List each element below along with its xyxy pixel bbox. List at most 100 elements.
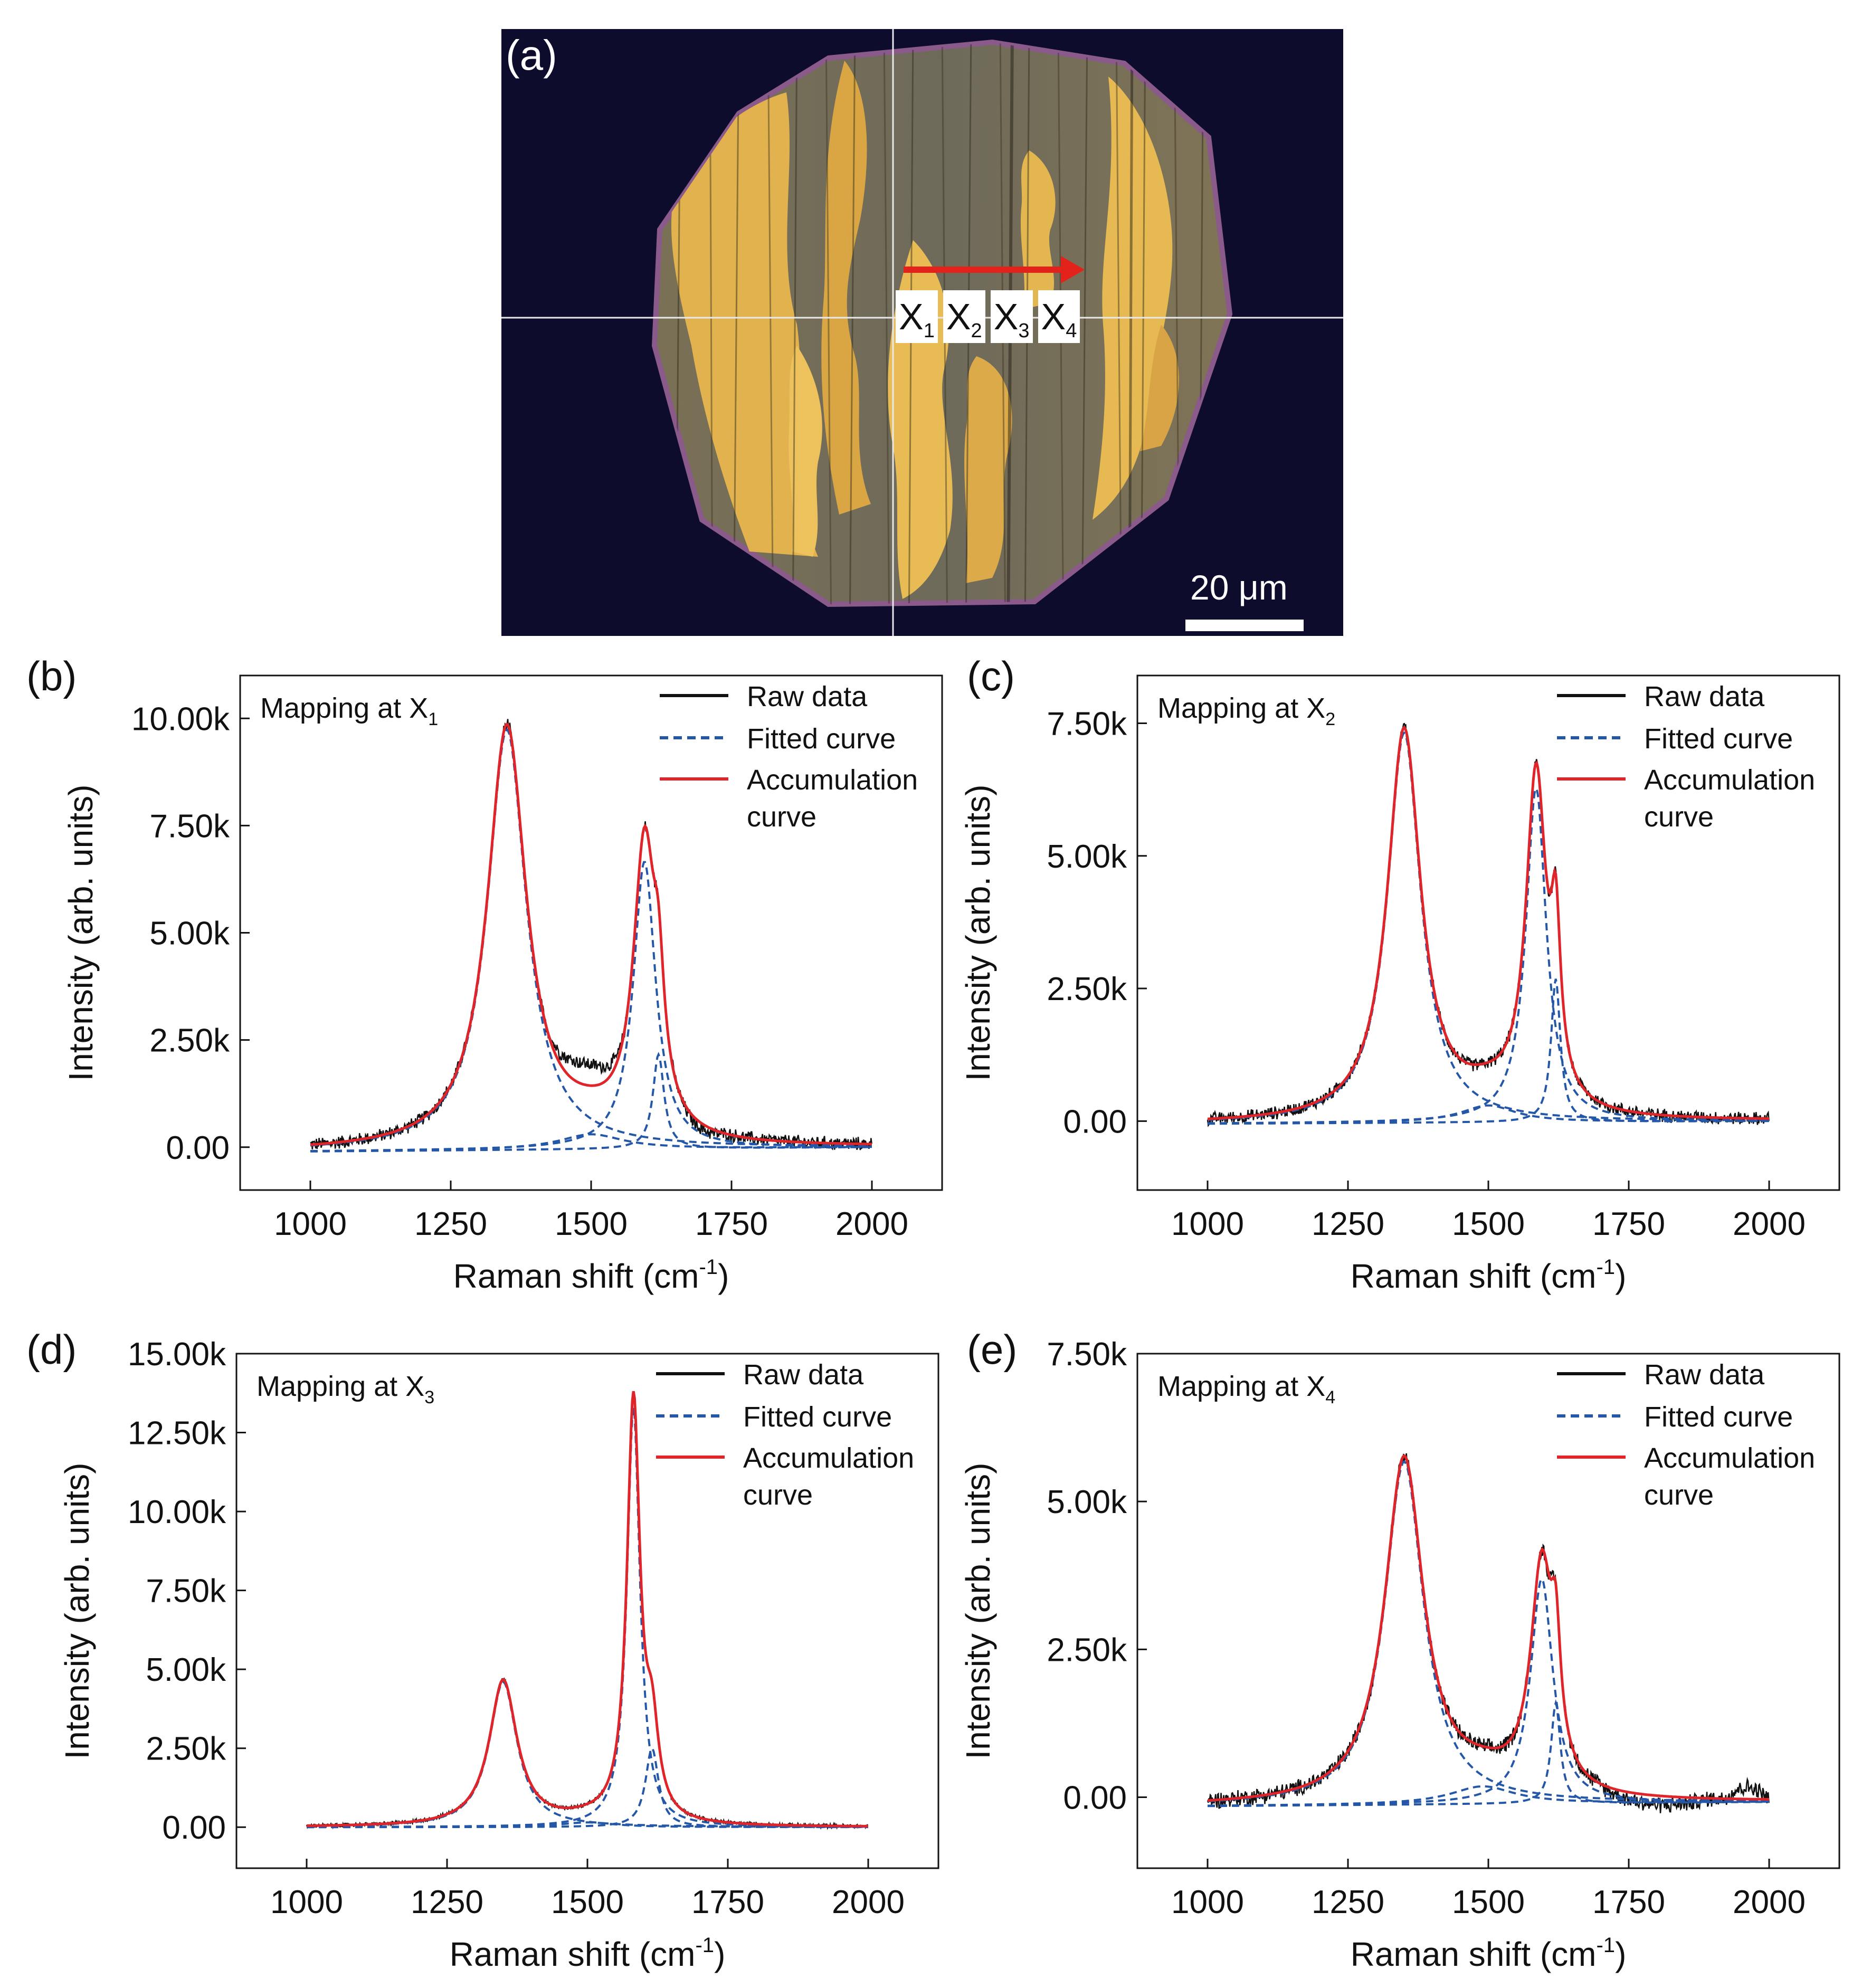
fitted-peak-3 (1208, 1699, 1769, 1808)
chart-panel-b: 1000 1250 1500 1750 2000 0.00 2.50k 5.00k 7.50k 1… (62, 674, 943, 1295)
accumulation-curve (306, 1391, 868, 1828)
scale-bar-label: 20 μm (1190, 568, 1288, 607)
x-tick-label: 2000 (832, 1884, 905, 1920)
accumulation-curve (1207, 1454, 1769, 1802)
x-tick-label: 1750 (695, 1206, 768, 1242)
y-tick-label: 2.50k (149, 1023, 230, 1059)
fitted-peak-2 (310, 861, 872, 1152)
panel-d-label: (d) (26, 1326, 77, 1373)
marker-x2: X2 (943, 290, 985, 343)
y-axis-label: Intensity (arb. units) (62, 785, 100, 1081)
chart-panel-e: 1000 1250 1500 1750 2000 0.00 2.50k 5.00k 7.50k R… (959, 1336, 1840, 1973)
series-group (306, 1391, 868, 1830)
x-tick-label: 1000 (274, 1206, 347, 1242)
x-tick-label: 1250 (414, 1206, 487, 1242)
legend-accum-label-2: curve (1644, 1479, 1714, 1511)
legend-raw-label: Raw data (1644, 681, 1765, 712)
legend-raw-label: Raw data (1644, 1359, 1765, 1391)
y-tick-label: 10.00k (131, 701, 230, 737)
legend-fitted-label: Fitted curve (747, 723, 896, 755)
annotation-text: Mapping at X (1157, 1371, 1325, 1402)
accumulation-curve (310, 722, 872, 1146)
legend-accum-label-1: Accumulation (747, 764, 918, 796)
marker-main: X (899, 296, 924, 337)
fitted-peak-1 (1207, 1460, 1769, 1803)
x-tick-label: 1750 (1592, 1884, 1665, 1920)
panel-b-label: (b) (26, 653, 77, 699)
x-tick-label: 1500 (555, 1206, 628, 1242)
x-axis-label-sup: -1 (1596, 1255, 1615, 1279)
x-tick-label: 1500 (551, 1884, 624, 1920)
accumulation-curve (1207, 725, 1770, 1120)
y-tick-label: 5.00k (149, 916, 230, 952)
y-axis-label: Intensity (arb. units) (959, 1463, 997, 1759)
y-tick-label: 0.00 (166, 1130, 230, 1166)
x-axis-label-end: ) (718, 1257, 729, 1295)
y-tick-label: 7.50k (146, 1573, 226, 1610)
marker-subscript: 1 (923, 320, 935, 342)
legend-accum-label-2: curve (1644, 801, 1714, 833)
x-tick-label: 1250 (411, 1884, 483, 1920)
annotation-text: Mapping at X (260, 692, 428, 724)
legend-accum-label-1: Accumulation (1644, 1442, 1815, 1474)
fitted-peak-2 (1207, 787, 1770, 1125)
x-axis-label-end: ) (1615, 1935, 1626, 1973)
x-tick-label: 1750 (691, 1884, 764, 1920)
chart-panel-d: 1000 1250 1500 1750 2000 0.00 2.50k 5.00k 7.50k 1… (58, 1336, 939, 1973)
y-tick-label: 7.50k (1047, 1336, 1127, 1373)
mapping-annotation: Mapping at X3 (257, 1371, 434, 1407)
y-tick-label: 7.50k (1047, 706, 1127, 742)
marker-main: X (946, 296, 971, 337)
y-tick-label: 0.00 (162, 1810, 226, 1846)
y-tick-label: 5.00k (1047, 839, 1127, 875)
marker-x1: X1 (896, 290, 938, 343)
x-tick-label: 1250 (1312, 1884, 1384, 1920)
mapping-annotation: Mapping at X1 (260, 692, 438, 729)
y-tick-label: 5.00k (1047, 1484, 1127, 1520)
annotation-sub: 4 (1325, 1387, 1335, 1407)
x-tick-label: 1000 (1171, 1884, 1244, 1920)
raw-data-line (1207, 1453, 1770, 1813)
x-axis-label-sup: -1 (699, 1255, 718, 1279)
y-tick-label: 0.00 (1063, 1780, 1127, 1816)
mapping-annotation: Mapping at X4 (1157, 1371, 1335, 1407)
annotation-sub: 1 (428, 709, 438, 729)
x-axis-label: Raman shift (cm-1) (1351, 1934, 1627, 1973)
legend-accum-label-2: curve (747, 801, 816, 833)
fitted-peak-3 (310, 1052, 872, 1153)
x-tick-label: 1000 (1171, 1206, 1244, 1242)
series-group (310, 719, 872, 1153)
x-axis-label-text: Raman shift (cm (453, 1257, 699, 1295)
y-tick-label: 7.50k (149, 808, 230, 844)
marker-main: X (993, 296, 1019, 337)
marker-subscript: 3 (1018, 320, 1030, 342)
marker-labels: X1 X2 X3 X4 (896, 290, 1080, 343)
marker-subscript: 2 (971, 320, 982, 342)
x-tick-label: 2000 (1733, 1884, 1806, 1920)
fitted-peak-4 (1207, 1785, 1769, 1807)
x-axis-label-end: ) (714, 1935, 725, 1973)
x-axis-label-end: ) (1615, 1257, 1626, 1295)
x-tick-label: 1750 (1592, 1206, 1665, 1242)
marker-x3: X3 (990, 290, 1033, 343)
x-axis-label-text: Raman shift (cm (1351, 1257, 1597, 1295)
x-tick-label: 1500 (1452, 1884, 1525, 1920)
legend-fitted-label: Fitted curve (1644, 1401, 1793, 1433)
marker-x4: X4 (1038, 290, 1080, 343)
legend-raw-label: Raw data (747, 681, 868, 712)
annotation-text: Mapping at X (1157, 692, 1325, 724)
x-axis-label-text: Raman shift (cm (450, 1935, 696, 1973)
x-axis-label: Raman shift (cm-1) (453, 1255, 729, 1295)
annotation-sub: 3 (424, 1387, 434, 1407)
y-axis-label: Intensity (arb. units) (959, 785, 997, 1081)
fitted-peak-2 (1208, 1578, 1769, 1807)
panel-c-label: (c) (967, 653, 1015, 699)
x-tick-label: 1250 (1312, 1206, 1384, 1242)
x-axis-label-sup: -1 (695, 1934, 714, 1957)
y-tick-label: 2.50k (1047, 971, 1127, 1007)
y-tick-label: 10.00k (128, 1494, 226, 1530)
annotation-sub: 2 (1325, 709, 1335, 729)
y-tick-label: 5.00k (146, 1652, 226, 1688)
optical-micrograph: (a) X1 X2 X3 X4 20 μm (501, 29, 1343, 636)
fitted-peak-4 (310, 1133, 872, 1153)
